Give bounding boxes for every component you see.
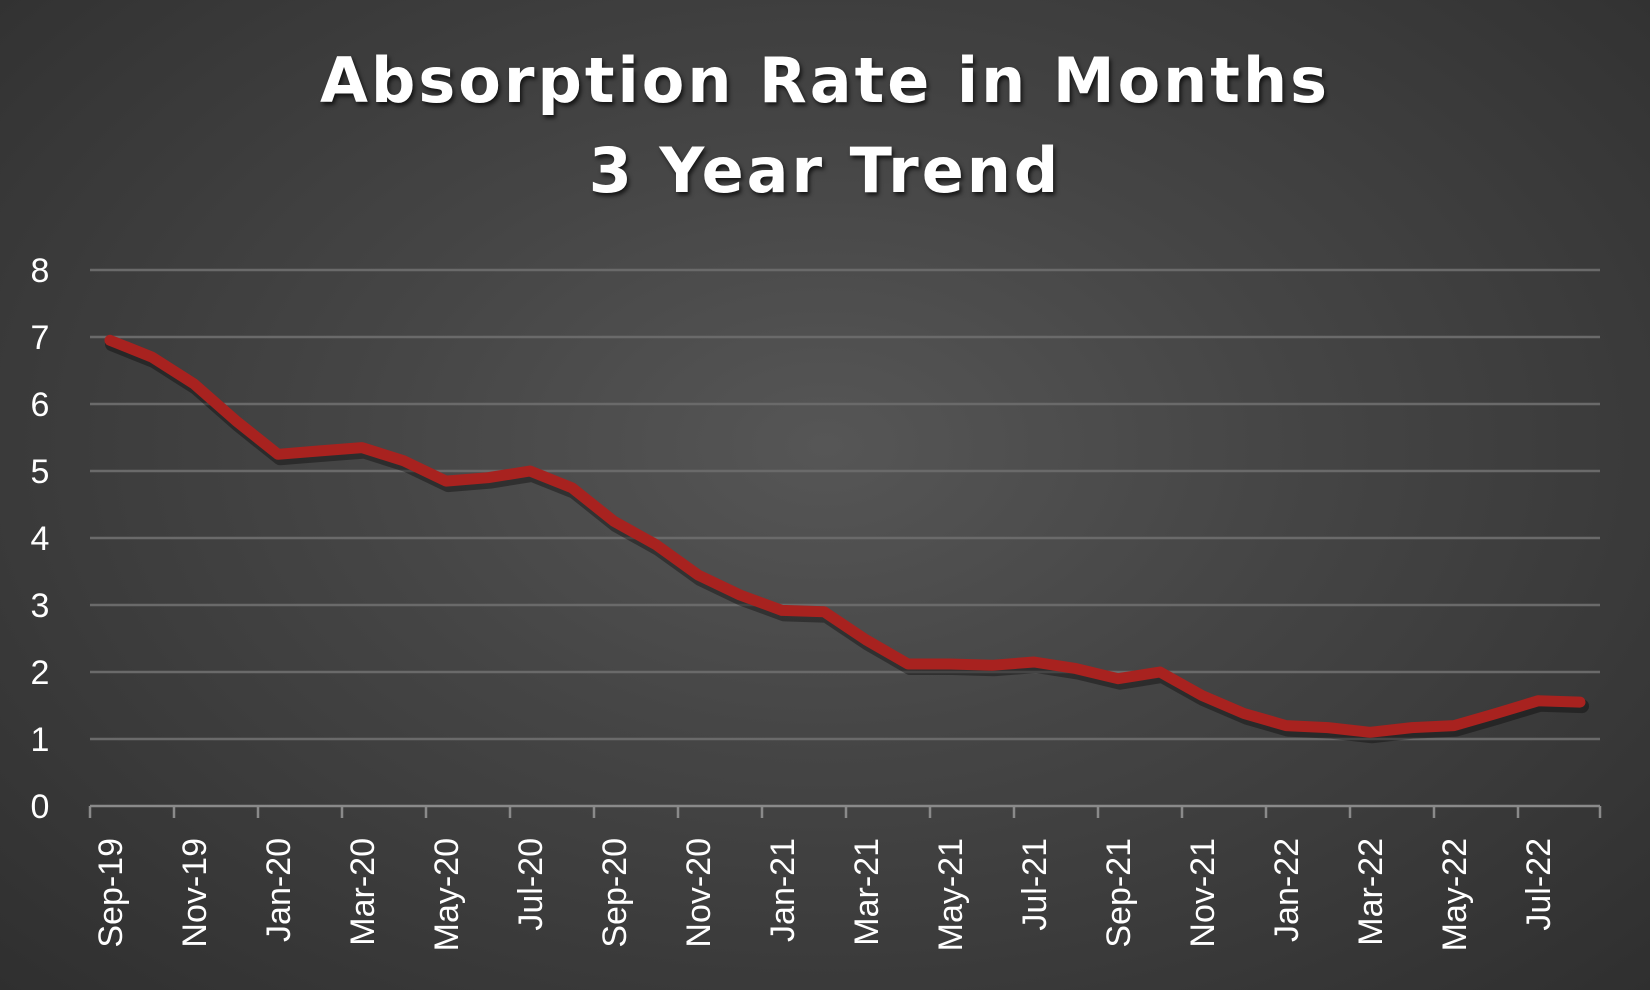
chart-title-line-1: Absorption Rate in Months — [320, 44, 1330, 117]
x-tick-label: May-21 — [932, 838, 970, 951]
x-tick-label: Jul-21 — [1016, 838, 1054, 931]
gridlines — [90, 268, 1600, 741]
y-tick-label: 4 — [31, 520, 50, 558]
y-tick-label: 7 — [31, 319, 50, 357]
series-line — [104, 334, 1586, 738]
x-tick-label: Jan-20 — [260, 838, 298, 942]
x-tick-label: Mar-20 — [344, 838, 382, 946]
x-tick-label: Mar-21 — [848, 838, 886, 946]
y-tick-label: 3 — [31, 587, 50, 625]
x-axis-tick-labels: Sep-19 Nov-19 Jan-20 Mar-20 May-20 Jul-20 Sep-… — [92, 838, 1558, 951]
x-tick-label: Nov-20 — [680, 838, 718, 948]
x-tick-label: Sep-21 — [1100, 838, 1138, 948]
x-tick-label: May-20 — [428, 838, 466, 951]
x-tick-label: May-22 — [1436, 838, 1474, 951]
y-tick-label: 5 — [31, 453, 50, 491]
x-tick-label: Jul-20 — [512, 838, 550, 931]
x-tick-label: Jan-21 — [764, 838, 802, 942]
x-tick-label: Jul-22 — [1520, 838, 1558, 931]
x-tick-label: Mar-22 — [1352, 838, 1390, 946]
chart-title-line-2: 3 Year Trend — [588, 134, 1062, 207]
x-tick-label: Sep-20 — [596, 838, 634, 948]
y-axis-tick-labels: 0 1 2 3 4 5 6 7 8 — [31, 252, 50, 826]
x-axis — [88, 804, 1602, 818]
x-tick-label: Sep-19 — [92, 838, 130, 948]
y-tick-label: 6 — [31, 386, 50, 424]
y-tick-label: 1 — [31, 721, 50, 759]
y-tick-label: 8 — [31, 252, 50, 290]
y-tick-label: 0 — [31, 788, 50, 826]
y-tick-label: 2 — [31, 654, 50, 692]
series-layer — [104, 334, 1589, 744]
x-tick-label: Nov-19 — [176, 838, 214, 948]
x-tick-label: Nov-21 — [1184, 838, 1222, 948]
x-tick-label: Jan-22 — [1268, 838, 1306, 942]
